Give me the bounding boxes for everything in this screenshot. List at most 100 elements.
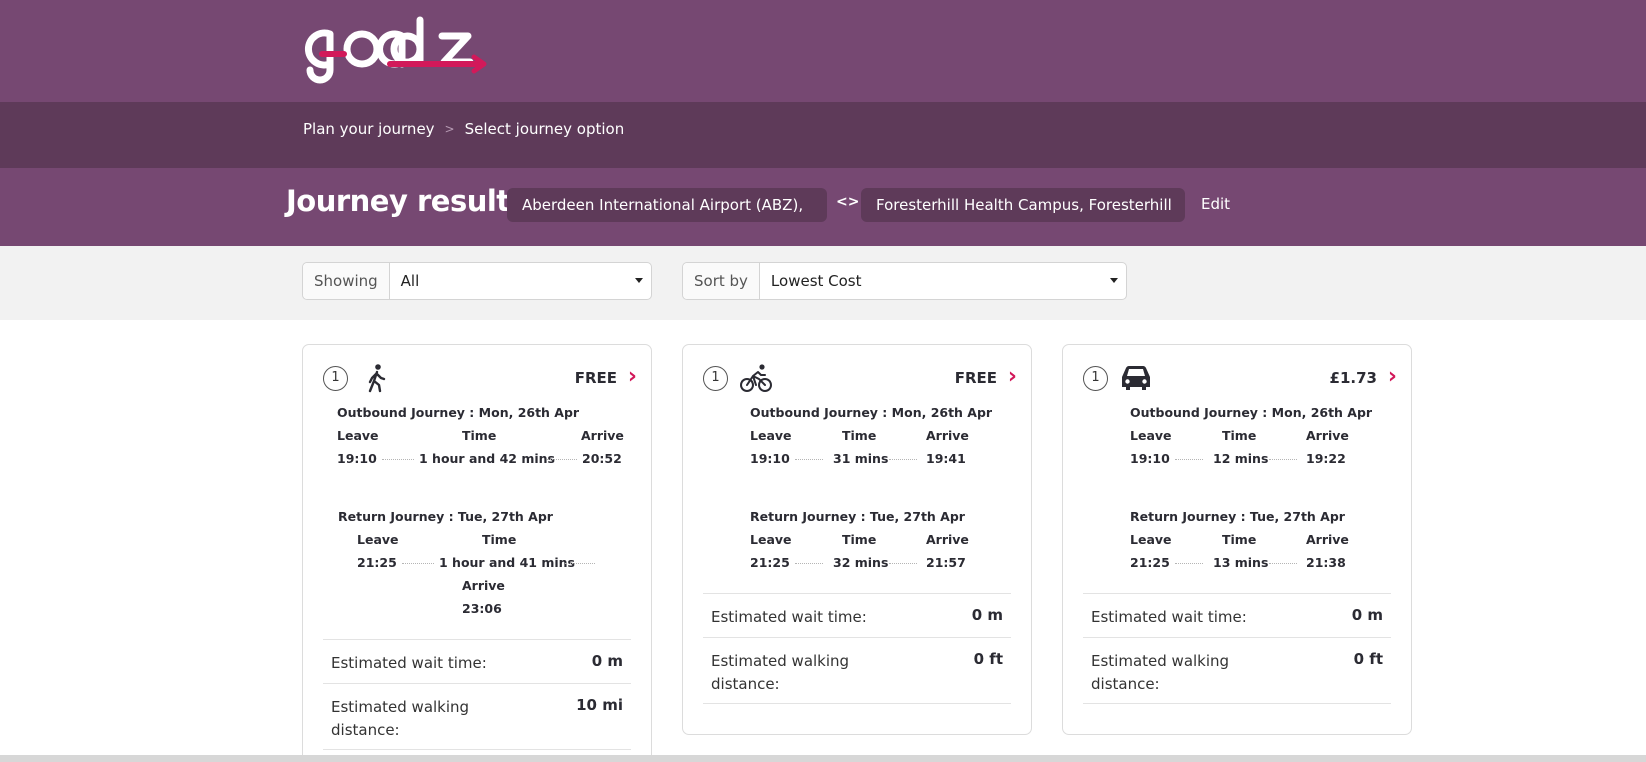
- dotted-connector: [565, 563, 595, 564]
- return-leave-time: 21:25: [357, 555, 397, 570]
- return-leave-label: Leave: [357, 532, 399, 547]
- chevron-right-icon[interactable]: ›: [1007, 364, 1017, 389]
- sort-filter[interactable]: Sort by Lowest Cost: [682, 262, 1127, 300]
- sort-value: Lowest Cost: [770, 272, 862, 290]
- dotted-connector: [1175, 563, 1203, 564]
- outbound-leave-time: 19:10: [337, 451, 377, 466]
- walking-distance-label: Estimated walking distance:: [1091, 652, 1230, 693]
- breadcrumb-current: Select journey option: [464, 120, 625, 138]
- wait-time-row: Estimated wait time: 0 m: [1083, 593, 1391, 637]
- return-time-label: Time: [482, 532, 517, 547]
- outbound-time-label: Time: [462, 428, 497, 443]
- return-duration: 1 hour and 41 mins: [439, 555, 575, 570]
- sort-label: Sort by: [683, 263, 760, 299]
- dotted-connector: [402, 563, 434, 564]
- outbound-leave-time: 19:10: [750, 451, 790, 466]
- return-leave-time: 21:25: [1130, 555, 1170, 570]
- outbound-arrive-label: Arrive: [926, 428, 969, 443]
- dotted-connector: [547, 459, 577, 460]
- wait-time-value: 0 m: [1351, 606, 1383, 624]
- journey-card-cycling[interactable]: 1 FREE › Outbound Journey : Mon, 26th Ap…: [682, 344, 1032, 735]
- return-leave-label: Leave: [750, 532, 792, 547]
- walking-distance-row: Estimated walking distance: 10 mi: [323, 683, 631, 749]
- dotted-connector: [795, 459, 823, 460]
- cycling-icon: [740, 364, 772, 392]
- walking-distance-value: 0 ft: [1353, 650, 1383, 668]
- horizontal-scrollbar[interactable]: [0, 755, 1646, 762]
- showing-filter[interactable]: Showing All: [302, 262, 652, 300]
- dotted-connector: [1269, 459, 1297, 460]
- outbound-time-label: Time: [1222, 428, 1257, 443]
- outbound-arrive-time: 19:22: [1306, 451, 1346, 466]
- outbound-duration: 12 mins: [1213, 451, 1269, 466]
- top-header: [0, 0, 1646, 102]
- page-title: Journey results: [286, 184, 527, 218]
- wait-time-row: Estimated wait time: 0 m: [323, 639, 631, 683]
- caret-down-icon: [1110, 278, 1118, 283]
- wait-time-value: 0 m: [591, 652, 623, 670]
- return-duration: 32 mins: [833, 555, 889, 570]
- card-divider: [1083, 703, 1391, 704]
- breadcrumb-plan-journey[interactable]: Plan your journey: [303, 120, 435, 138]
- outbound-time-label: Time: [842, 428, 877, 443]
- return-time-label: Time: [1222, 532, 1257, 547]
- destination-field[interactable]: Foresterhill Health Campus, Foresterhill: [861, 188, 1185, 222]
- return-arrive-label: Arrive: [926, 532, 969, 547]
- card-divider: [703, 703, 1011, 704]
- showing-select[interactable]: All: [390, 263, 651, 299]
- walking-distance-value: 10 mi: [576, 696, 623, 714]
- return-title: Return Journey : Tue, 27th Apr: [1130, 509, 1345, 524]
- edit-button[interactable]: Edit: [1201, 195, 1231, 213]
- sort-select[interactable]: Lowest Cost: [760, 263, 1126, 299]
- chevron-right-icon[interactable]: ›: [627, 364, 637, 389]
- chevron-right-icon[interactable]: ›: [1387, 364, 1397, 389]
- walking-distance-label: Estimated walking distance:: [331, 698, 470, 739]
- outbound-leave-label: Leave: [750, 428, 792, 443]
- walking-icon: [368, 364, 386, 393]
- return-leave-label: Leave: [1130, 532, 1172, 547]
- origin-field[interactable]: Aberdeen International Airport (ABZ),: [507, 188, 827, 222]
- journey-price: FREE: [954, 369, 997, 387]
- return-arrive-time: 23:06: [462, 601, 502, 616]
- return-leave-time: 21:25: [750, 555, 790, 570]
- return-arrive-time: 21:38: [1306, 555, 1346, 570]
- outbound-arrive-label: Arrive: [581, 428, 624, 443]
- walking-distance-value: 0 ft: [973, 650, 1003, 668]
- wait-time-label: Estimated wait time:: [711, 608, 867, 626]
- outbound-title: Outbound Journey : Mon, 26th Apr: [337, 405, 580, 420]
- outbound-arrive-time: 19:41: [926, 451, 966, 466]
- journey-card-car[interactable]: 1 £1.73 › Outbound Journey : Mon, 26th A…: [1062, 344, 1412, 735]
- outbound-leave-label: Leave: [337, 428, 379, 443]
- outbound-title: Outbound Journey : Mon, 26th Apr: [1130, 405, 1373, 420]
- outbound-duration: 31 mins: [833, 451, 889, 466]
- outbound-leave-time: 19:10: [1130, 451, 1170, 466]
- swap-direction-icon[interactable]: <>: [836, 194, 860, 210]
- dotted-connector: [382, 459, 414, 460]
- return-arrive-label: Arrive: [462, 578, 505, 593]
- dotted-connector: [1269, 563, 1297, 564]
- journey-price: £1.73: [1329, 369, 1377, 387]
- wait-time-label: Estimated wait time:: [1091, 608, 1247, 626]
- return-arrive-time: 21:57: [926, 555, 966, 570]
- goabz-logo[interactable]: [300, 14, 490, 92]
- return-title: Return Journey : Tue, 27th Apr: [338, 509, 553, 524]
- option-number-badge: 1: [323, 366, 348, 391]
- outbound-leave-label: Leave: [1130, 428, 1172, 443]
- breadcrumb-bar: [0, 102, 1646, 168]
- journey-price: FREE: [574, 369, 617, 387]
- car-icon: [1122, 366, 1150, 390]
- outbound-duration: 1 hour and 42 mins: [419, 451, 555, 466]
- journey-card-walking[interactable]: 1 FREE › Outbound Journey : Mon, 26th Ap…: [302, 344, 652, 762]
- outbound-arrive-time: 20:52: [582, 451, 622, 466]
- showing-label: Showing: [303, 263, 390, 299]
- wait-time-value: 0 m: [971, 606, 1003, 624]
- dotted-connector: [889, 563, 917, 564]
- return-arrive-label: Arrive: [1306, 532, 1349, 547]
- walking-distance-row: Estimated walking distance: 0 ft: [1083, 637, 1391, 703]
- return-title: Return Journey : Tue, 27th Apr: [750, 509, 965, 524]
- outbound-title: Outbound Journey : Mon, 26th Apr: [750, 405, 993, 420]
- walking-distance-row: Estimated walking distance: 0 ft: [703, 637, 1011, 703]
- card-divider: [323, 749, 631, 750]
- breadcrumb: Plan your journey > Select journey optio…: [303, 120, 624, 138]
- breadcrumb-separator: >: [444, 122, 455, 136]
